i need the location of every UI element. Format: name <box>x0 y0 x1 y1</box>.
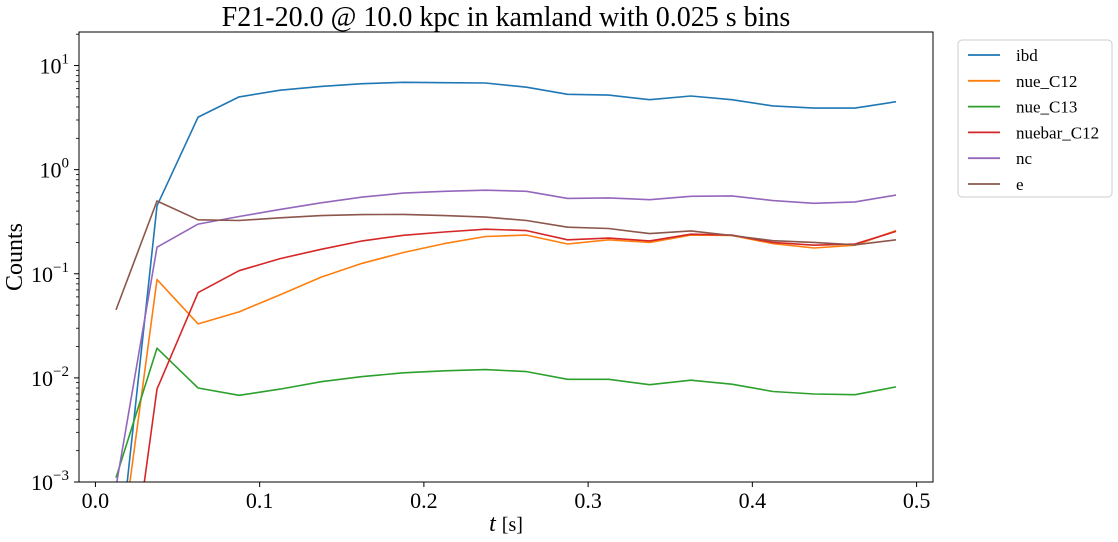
series-line-nue_C12 <box>129 229 897 482</box>
legend-label: e <box>1016 175 1024 194</box>
legend-item-nue_C13: nue_C13 <box>968 98 1077 117</box>
legend-label: ibd <box>1016 46 1038 65</box>
x-axis-label: t [s] <box>489 511 523 537</box>
x-axis-label-variable: t <box>489 511 497 537</box>
y-tick-label: 10−2 <box>31 364 69 391</box>
x-axis-ticks: 0.0 0.1 0.2 0.3 0.4 0.5 <box>82 482 931 513</box>
legend-item-e: e <box>968 175 1024 194</box>
legend-label: nue_C12 <box>1016 72 1077 91</box>
y-tick-label: 10−3 <box>31 468 69 495</box>
plot-area-frame <box>78 31 934 483</box>
legend-item-nc: nc <box>968 149 1033 168</box>
legend-label: nuebar_C12 <box>1016 123 1099 142</box>
x-tick-label: 0.4 <box>739 488 767 513</box>
x-tick-label: 0.2 <box>410 488 438 513</box>
x-tick-label: 0.3 <box>574 488 602 513</box>
y-tick-label: 101 <box>40 52 70 79</box>
series-line-nuebar_C12 <box>143 228 897 482</box>
legend-label: nue_C13 <box>1016 98 1077 117</box>
series-line-e <box>115 200 897 311</box>
x-axis-label-unit: [s] <box>502 514 523 536</box>
series-line-nc <box>116 189 897 482</box>
series-line-nue_C13 <box>115 347 897 478</box>
y-tick-label: 10−1 <box>31 260 69 287</box>
series-layer <box>115 81 897 482</box>
series-line-ibd <box>126 81 897 482</box>
x-tick-label: 0.1 <box>246 488 274 513</box>
x-tick-label: 0.5 <box>903 488 931 513</box>
chart-title: F21-20.0 @ 10.0 kpc in kamland with 0.02… <box>222 2 791 33</box>
y-axis-ticks: 10−3 10−2 10−1 100 101 <box>31 33 79 495</box>
y-axis-label: Counts <box>2 223 28 291</box>
legend-item-nue_C12: nue_C12 <box>968 72 1077 91</box>
legend-item-ibd: ibd <box>968 46 1038 65</box>
x-tick-label: 0.0 <box>82 488 110 513</box>
legend-item-nuebar_C12: nuebar_C12 <box>968 123 1099 142</box>
y-tick-label: 100 <box>40 156 70 183</box>
legend-label: nc <box>1016 149 1033 168</box>
